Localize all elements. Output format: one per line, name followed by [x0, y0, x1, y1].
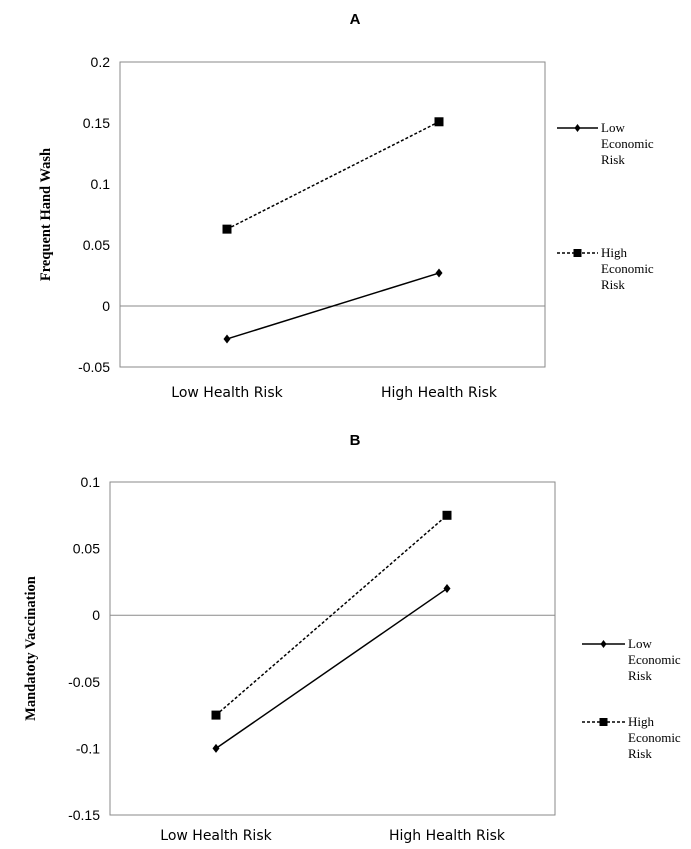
data-point-diamond	[443, 584, 451, 594]
legend-label: Economic	[601, 261, 654, 276]
series-line	[226, 121, 440, 230]
data-point-square	[211, 710, 221, 720]
legend-label: Risk	[628, 668, 652, 683]
y-tick-label: 0.05	[73, 541, 100, 557]
data-point-diamond	[223, 334, 231, 344]
x-category-label: Low Health Risk	[160, 828, 272, 844]
series-line	[215, 514, 448, 716]
legend-marker-diamond	[574, 124, 581, 132]
legend-marker-square	[599, 718, 608, 726]
y-tick-label: 0	[92, 607, 100, 623]
x-category-label: Low Health Risk	[171, 385, 283, 401]
y-tick-label: -0.05	[78, 359, 110, 375]
y-tick-label: 0	[102, 298, 110, 314]
legend-label: Economic	[628, 730, 681, 745]
data-point-square	[434, 117, 444, 127]
legend-label: Low	[601, 120, 625, 135]
series-high-economic-risk	[222, 117, 444, 234]
y-tick-label: 0.1	[91, 176, 111, 192]
chart-panel-b: B -0.15 -0.1 -0.05 0 0.05 0.1 Low Health Risk Hi…	[23, 432, 681, 844]
y-axis-label: Mandatoty Vaccination	[23, 576, 39, 721]
x-category-label: High Health Risk	[389, 828, 506, 844]
x-category-label: High Health Risk	[381, 385, 498, 401]
y-tick-label: 0.1	[81, 474, 101, 490]
legend-label: Economic	[601, 136, 654, 151]
legend-label: Risk	[628, 746, 652, 761]
chart-panel-a: A -0.05 0 0.05 0.1 0.15 0.2 Low Health Risk High…	[38, 11, 654, 401]
series-low-economic-risk	[212, 584, 451, 753]
legend-label: Economic	[628, 652, 681, 667]
y-axis-label: Frequent Hand Wash	[38, 148, 54, 281]
y-tick-label: -0.15	[68, 807, 100, 823]
legend-label: Low	[628, 636, 652, 651]
legend-marker-diamond	[600, 640, 607, 648]
legend-label: Risk	[601, 152, 625, 167]
series-low-economic-risk	[223, 268, 443, 344]
y-tick-label: 0.05	[83, 237, 110, 253]
y-tick-label: -0.05	[68, 674, 100, 690]
legend-marker-square	[573, 249, 582, 257]
data-point-square	[222, 224, 232, 234]
legend-label: Risk	[601, 277, 625, 292]
panel-title: A	[350, 11, 361, 28]
series-line	[226, 272, 440, 340]
y-tick-label: -0.1	[76, 740, 100, 756]
plot-area-frame	[109, 481, 556, 816]
legend-label: High	[601, 245, 628, 260]
y-tick-label: 0.2	[91, 54, 111, 70]
series-high-economic-risk	[211, 510, 452, 720]
data-point-diamond	[212, 743, 220, 753]
series-line	[215, 587, 448, 750]
y-tick-label: 0.15	[83, 115, 110, 131]
plot-area-frame	[119, 61, 546, 368]
panel-title: B	[350, 432, 361, 449]
data-point-square	[442, 510, 452, 520]
legend-label: High	[628, 714, 655, 729]
data-point-diamond	[435, 268, 443, 278]
